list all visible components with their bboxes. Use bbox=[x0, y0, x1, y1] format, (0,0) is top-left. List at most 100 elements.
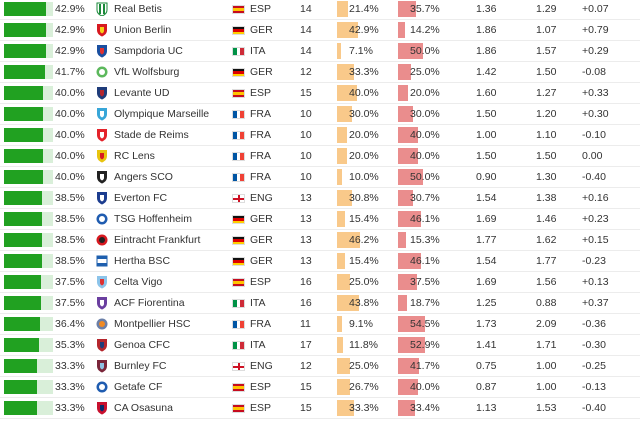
team-name[interactable]: Angers SCO bbox=[114, 171, 173, 183]
table-row[interactable]: 38.5% Eintracht Frankfurt GER 13 46.2% 1… bbox=[0, 230, 640, 251]
win-rate-bar bbox=[4, 128, 53, 142]
stat-value-2: 1.29 bbox=[536, 3, 557, 15]
stat-orange-label: 20.0% bbox=[349, 129, 379, 141]
stat-red-label: 41.7% bbox=[410, 360, 440, 372]
spain-flag-icon bbox=[232, 404, 245, 413]
stat-bar-orange: 33.3% bbox=[337, 400, 387, 416]
team-name[interactable]: Union Berlin bbox=[114, 24, 172, 36]
stat-value-1: 1.69 bbox=[476, 213, 497, 225]
win-rate: 38.5% bbox=[55, 213, 85, 225]
win-rate: 40.0% bbox=[55, 87, 85, 99]
table-row[interactable]: 42.9% Union Berlin GER 14 42.9% 14.2% 1.… bbox=[0, 20, 640, 41]
table-row[interactable]: 40.0% RC Lens FRA 10 20.0% 40.0% 1.50 1.… bbox=[0, 146, 640, 167]
matches: 10 bbox=[300, 129, 312, 141]
stat-difference: +0.07 bbox=[582, 3, 609, 15]
table-row[interactable]: 38.5% Hertha BSC GER 13 15.4% 46.1% 1.54… bbox=[0, 251, 640, 272]
team-name[interactable]: Real Betis bbox=[114, 3, 162, 15]
stat-bar-orange: 15.4% bbox=[337, 253, 387, 269]
win-rate: 40.0% bbox=[55, 171, 85, 183]
team-name[interactable]: Sampdoria UC bbox=[114, 45, 183, 57]
reims-crest-icon bbox=[96, 128, 108, 142]
stat-value-1: 1.60 bbox=[476, 87, 497, 99]
stat-bar-orange: 11.8% bbox=[337, 337, 387, 353]
matches: 16 bbox=[300, 276, 312, 288]
table-row[interactable]: 37.5% ACF Fiorentina ITA 16 43.8% 18.7% … bbox=[0, 293, 640, 314]
team-name[interactable]: Montpellier HSC bbox=[114, 318, 191, 330]
lens-crest-icon bbox=[96, 149, 108, 163]
table-row[interactable]: 33.3% CA Osasuna ESP 15 33.3% 33.4% 1.13… bbox=[0, 398, 640, 419]
stat-red-label: 25.0% bbox=[410, 66, 440, 78]
team-name[interactable]: Levante UD bbox=[114, 87, 170, 99]
win-rate: 42.9% bbox=[55, 3, 85, 15]
angers-crest-icon bbox=[96, 170, 108, 184]
stat-bar-orange: 25.0% bbox=[337, 274, 387, 290]
table-row[interactable]: 37.5% Celta Vigo ESP 16 25.0% 37.5% 1.69… bbox=[0, 272, 640, 293]
stat-value-2: 1.30 bbox=[536, 171, 557, 183]
table-row[interactable]: 33.3% Burnley FC ENG 12 25.0% 41.7% 0.75… bbox=[0, 356, 640, 377]
table-row[interactable]: 42.9% Sampdoria UC ITA 14 7.1% 50.0% 1.8… bbox=[0, 41, 640, 62]
matches: 16 bbox=[300, 297, 312, 309]
team-name[interactable]: Everton FC bbox=[114, 192, 168, 204]
win-rate-bar bbox=[4, 86, 53, 100]
team-name[interactable]: Celta Vigo bbox=[114, 276, 163, 288]
team-name[interactable]: Olympique Marseille bbox=[114, 108, 210, 120]
stat-value-1: 1.50 bbox=[476, 150, 497, 162]
team-name[interactable]: VfL Wolfsburg bbox=[114, 66, 180, 78]
table-row[interactable]: 40.0% Olympique Marseille FRA 10 30.0% 3… bbox=[0, 104, 640, 125]
stat-red-label: 18.7% bbox=[410, 297, 440, 309]
team-name[interactable]: RC Lens bbox=[114, 150, 155, 162]
stat-red-label: 30.7% bbox=[410, 192, 440, 204]
win-rate-bar bbox=[4, 44, 53, 58]
table-row[interactable]: 33.3% Getafe CF ESP 15 26.7% 40.0% 0.87 … bbox=[0, 377, 640, 398]
country-code: ENG bbox=[250, 360, 273, 372]
stat-difference: -0.25 bbox=[582, 360, 606, 372]
stat-difference: -0.40 bbox=[582, 402, 606, 414]
stat-red-label: 54.5% bbox=[410, 318, 440, 330]
country-code: FRA bbox=[250, 150, 271, 162]
table-row[interactable]: 38.5% Everton FC ENG 13 30.8% 30.7% 1.54… bbox=[0, 188, 640, 209]
stat-value-1: 1.13 bbox=[476, 402, 497, 414]
win-rate: 33.3% bbox=[55, 402, 85, 414]
stat-bar-red: 40.0% bbox=[398, 148, 448, 164]
team-name[interactable]: CA Osasuna bbox=[114, 402, 173, 414]
country-code: ESP bbox=[250, 381, 272, 393]
stat-difference: -0.13 bbox=[582, 381, 606, 393]
stat-value-1: 1.36 bbox=[476, 3, 497, 15]
stat-orange-label: 20.0% bbox=[349, 150, 379, 162]
stat-bar-red: 37.5% bbox=[398, 274, 448, 290]
team-name[interactable]: Getafe CF bbox=[114, 381, 163, 393]
team-name[interactable]: Stade de Reims bbox=[114, 129, 189, 141]
win-rate-bar bbox=[4, 275, 53, 289]
table-row[interactable]: 36.4% Montpellier HSC FRA 11 9.1% 54.5% … bbox=[0, 314, 640, 335]
france-flag-icon bbox=[232, 320, 245, 329]
team-name[interactable]: Hertha BSC bbox=[114, 255, 171, 267]
table-row[interactable]: 35.3% Genoa CFC ITA 17 11.8% 52.9% 1.41 … bbox=[0, 335, 640, 356]
stat-bar-orange: 7.1% bbox=[337, 43, 387, 59]
matches: 14 bbox=[300, 3, 312, 15]
win-rate: 40.0% bbox=[55, 150, 85, 162]
table-row[interactable]: 40.0% Angers SCO FRA 10 10.0% 50.0% 0.90… bbox=[0, 167, 640, 188]
country-code: ESP bbox=[250, 87, 272, 99]
win-rate-bar bbox=[4, 2, 53, 16]
stat-red-label: 46.1% bbox=[410, 255, 440, 267]
win-rate-bar bbox=[4, 254, 53, 268]
team-name[interactable]: Burnley FC bbox=[114, 360, 167, 372]
team-name[interactable]: Eintracht Frankfurt bbox=[114, 234, 201, 246]
stat-bar-red: 33.4% bbox=[398, 400, 448, 416]
team-name[interactable]: TSG Hoffenheim bbox=[114, 213, 193, 225]
team-name[interactable]: Genoa CFC bbox=[114, 339, 171, 351]
table-row[interactable]: 40.0% Stade de Reims FRA 10 20.0% 40.0% … bbox=[0, 125, 640, 146]
stat-bar-orange: 15.4% bbox=[337, 211, 387, 227]
italy-flag-icon bbox=[232, 341, 245, 350]
france-flag-icon bbox=[232, 131, 245, 140]
table-row[interactable]: 38.5% TSG Hoffenheim GER 13 15.4% 46.1% … bbox=[0, 209, 640, 230]
table-row[interactable]: 42.9% Real Betis ESP 14 21.4% 35.7% 1.36… bbox=[0, 0, 640, 20]
table-row[interactable]: 41.7% VfL Wolfsburg GER 12 33.3% 25.0% 1… bbox=[0, 62, 640, 83]
stat-bar-orange: 26.7% bbox=[337, 379, 387, 395]
stat-value-2: 1.46 bbox=[536, 213, 557, 225]
stat-value-2: 1.27 bbox=[536, 87, 557, 99]
team-name[interactable]: ACF Fiorentina bbox=[114, 297, 185, 309]
stat-value-1: 1.42 bbox=[476, 66, 497, 78]
table-row[interactable]: 40.0% Levante UD ESP 15 40.0% 20.0% 1.60… bbox=[0, 83, 640, 104]
